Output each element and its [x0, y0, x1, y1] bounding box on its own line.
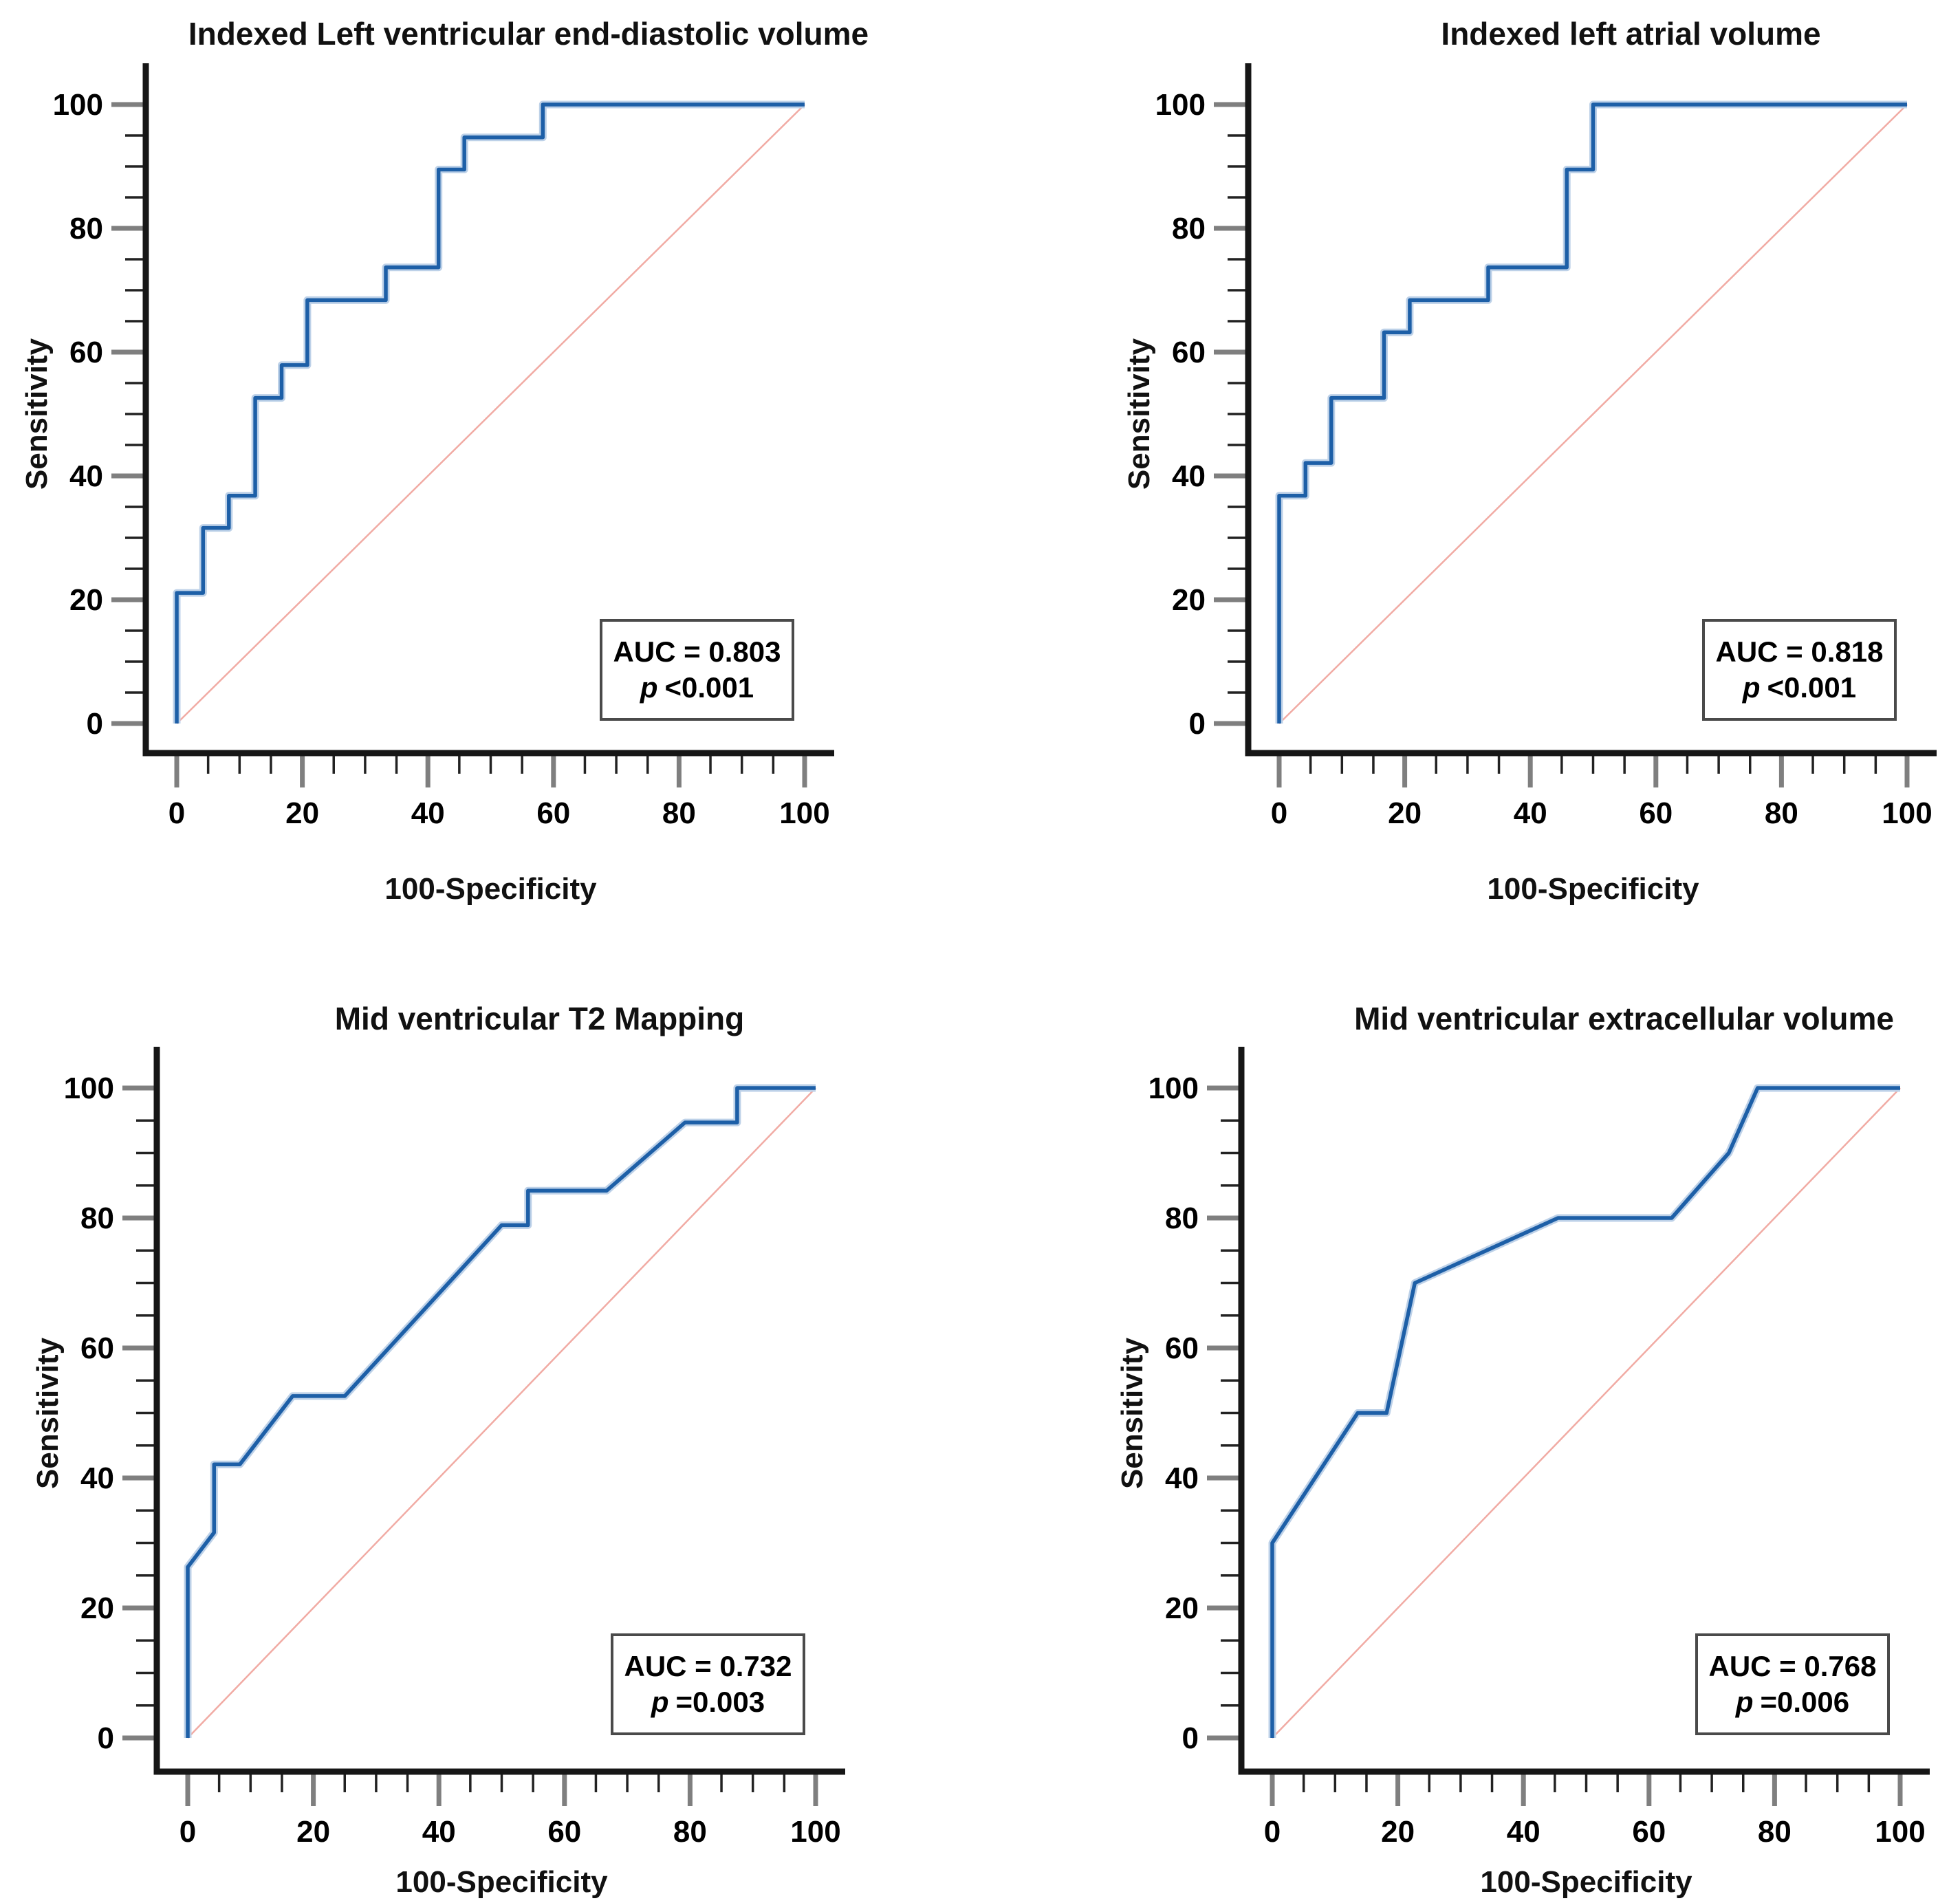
x-axis-title: 100-Specificity [1487, 872, 1699, 906]
chart-title: Mid ventricular T2 Mapping [334, 1001, 745, 1036]
x-tick-label: 100 [779, 796, 829, 830]
y-tick-label: 40 [69, 459, 103, 493]
y-tick-label: 0 [1189, 707, 1206, 741]
roc-plot-svg: 0 20 40 60 80 100 0 20 40 60 80 100 [64, 1047, 845, 1849]
y-tick-label: 20 [1172, 583, 1206, 617]
y-tick-label: 100 [1148, 1072, 1199, 1105]
x-tick-label: 40 [1507, 1815, 1540, 1849]
x-tick-label: 40 [422, 1815, 456, 1849]
y-tick-label: 80 [1172, 212, 1206, 246]
x-axis-title: 100-Specificity [395, 1865, 608, 1899]
y-tick-label: 40 [1172, 459, 1206, 493]
x-tick-label: 20 [1388, 796, 1422, 830]
y-tick-label: 80 [80, 1201, 114, 1235]
y-tick-label: 20 [80, 1591, 114, 1625]
auc-box: AUC = 0.818 p <0.001 [1702, 619, 1897, 721]
y-axis-title: Sensitivity [20, 338, 54, 490]
roc-curve [1270, 1086, 1900, 1738]
x-tick-label: 40 [411, 796, 445, 830]
reference-diagonal [187, 1087, 816, 1739]
x-tick-label: 20 [296, 1815, 330, 1849]
p-value: p =0.003 [651, 1686, 765, 1718]
x-tick-label: 80 [1758, 1815, 1792, 1849]
x-tick-label: 80 [673, 1815, 707, 1849]
auc-box: AUC = 0.803 p <0.001 [600, 619, 794, 721]
x-axis-title: 100-Specificity [384, 872, 597, 906]
y-tick-label: 40 [80, 1461, 114, 1495]
x-tick-label: 0 [1264, 1815, 1281, 1849]
y-axis-title: Sensitivity [31, 1337, 65, 1489]
y-axis-title: Sensitivity [1122, 338, 1156, 490]
p-value: p <0.001 [1742, 671, 1857, 704]
p-value: p <0.001 [640, 671, 754, 704]
roc-plot-svg: 0 20 40 60 80 100 0 20 40 60 80 100 [1148, 1047, 1930, 1849]
y-tick-label: 60 [69, 336, 103, 369]
roc-panel-lav: 0 20 40 60 80 100 0 20 40 60 80 100 Indexed left at… [980, 0, 1960, 951]
auc-value: AUC = 0.803 [613, 635, 781, 668]
x-tick-label: 0 [179, 1815, 196, 1849]
x-tick-label: 60 [536, 796, 570, 830]
y-tick-label: 20 [1165, 1591, 1199, 1625]
reference-diagonal [176, 104, 805, 724]
x-tick-label: 100 [1882, 796, 1932, 830]
y-tick-label: 40 [1165, 1461, 1199, 1495]
y-tick-label: 80 [69, 212, 103, 246]
roc-curve [175, 102, 805, 724]
y-tick-label: 100 [53, 88, 103, 122]
roc-plot-svg: 0 20 40 60 80 100 0 20 40 60 80 100 [53, 63, 834, 830]
x-tick-label: 100 [1875, 1815, 1925, 1849]
y-tick-label: 60 [1165, 1331, 1199, 1365]
x-tick-label: 40 [1514, 796, 1547, 830]
y-tick-label: 60 [1172, 336, 1206, 369]
roc-panel-lvedv: 0 20 40 60 80 100 0 20 40 60 80 100 Indexed Left ve… [0, 0, 980, 951]
y-tick-label: 60 [80, 1331, 114, 1365]
x-tick-label: 60 [547, 1815, 581, 1849]
x-tick-label: 20 [1381, 1815, 1415, 1849]
reference-diagonal [1278, 104, 1908, 724]
y-tick-label: 20 [69, 583, 103, 617]
y-tick-label: 0 [98, 1721, 114, 1755]
auc-value: AUC = 0.732 [624, 1649, 792, 1682]
auc-value: AUC = 0.818 [1715, 635, 1884, 668]
auc-box: AUC = 0.768 p =0.006 [1695, 1633, 1890, 1735]
reference-diagonal [1272, 1087, 1901, 1739]
chart-title: Mid ventricular extracellular volume [1354, 1001, 1894, 1036]
auc-box: AUC = 0.732 p =0.003 [611, 1633, 805, 1735]
y-tick-label: 100 [64, 1072, 114, 1105]
roc-plot-svg: 0 20 40 60 80 100 0 20 40 60 80 100 [1155, 63, 1937, 830]
roc-curve [1277, 102, 1907, 724]
x-tick-label: 60 [1632, 1815, 1666, 1849]
auc-value: AUC = 0.768 [1708, 1649, 1877, 1682]
x-tick-label: 80 [662, 796, 696, 830]
y-axis-title: Sensitivity [1115, 1337, 1149, 1489]
y-tick-label: 80 [1165, 1201, 1199, 1235]
x-axis-title: 100-Specificity [1480, 1865, 1692, 1899]
roc-curve [186, 1086, 816, 1738]
chart-title: Indexed Left ventricular end-diastolic v… [188, 16, 869, 52]
roc-panel-t2-mapping: 0 20 40 60 80 100 0 20 40 60 80 100 Mid ventricular… [0, 952, 980, 1903]
chart-title: Indexed left atrial volume [1441, 16, 1821, 52]
roc-panel-ecv: 0 20 40 60 80 100 0 20 40 60 80 100 Mid ventricular… [980, 952, 1960, 1903]
x-tick-label: 0 [168, 796, 185, 830]
x-tick-label: 20 [285, 796, 319, 830]
y-tick-label: 0 [87, 707, 103, 741]
x-tick-label: 80 [1765, 796, 1798, 830]
y-tick-label: 0 [1182, 1721, 1199, 1755]
x-tick-label: 100 [790, 1815, 840, 1849]
y-tick-label: 100 [1155, 88, 1206, 122]
x-tick-label: 60 [1639, 796, 1673, 830]
p-value: p =0.006 [1735, 1686, 1850, 1718]
x-tick-label: 0 [1271, 796, 1287, 830]
